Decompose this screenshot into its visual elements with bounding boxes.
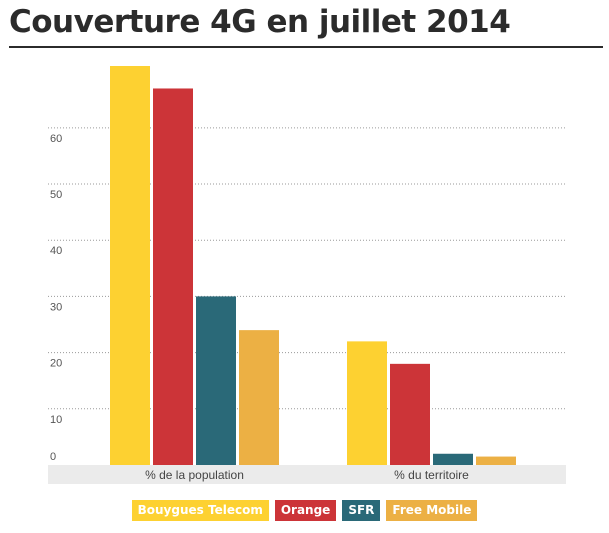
- y-tick-label: 10: [50, 414, 62, 426]
- y-tick-label: 50: [50, 189, 62, 201]
- bar: [110, 66, 150, 465]
- category-band: [48, 465, 566, 484]
- x-category-label: % de la population: [145, 468, 244, 482]
- legend: Bouygues Telecom Orange SFR Free Mobile: [0, 500, 609, 521]
- legend-item: Free Mobile: [386, 500, 478, 521]
- y-tick-label: 40: [50, 245, 62, 257]
- bar: [433, 453, 473, 465]
- bar: [476, 456, 516, 465]
- x-category-label: % du territoire: [394, 468, 469, 482]
- y-tick-label: 20: [50, 358, 62, 370]
- bar: [196, 296, 236, 465]
- bar-chart: 0 10 20 30 40 50 60 % de la population % du terr…: [48, 66, 566, 484]
- legend-item: SFR: [342, 500, 381, 521]
- chart-title: Couverture 4G en juillet 2014: [9, 4, 511, 40]
- y-tick-label: 30: [50, 301, 62, 313]
- y-tick-label: 0: [50, 451, 56, 463]
- bar: [153, 88, 193, 465]
- legend-item: Bouygues Telecom: [131, 500, 269, 521]
- bar: [347, 341, 387, 465]
- title-rule: [9, 46, 603, 48]
- bar: [390, 363, 430, 465]
- bar: [239, 330, 279, 465]
- legend-item: Orange: [274, 500, 337, 521]
- y-tick-label: 60: [50, 133, 62, 145]
